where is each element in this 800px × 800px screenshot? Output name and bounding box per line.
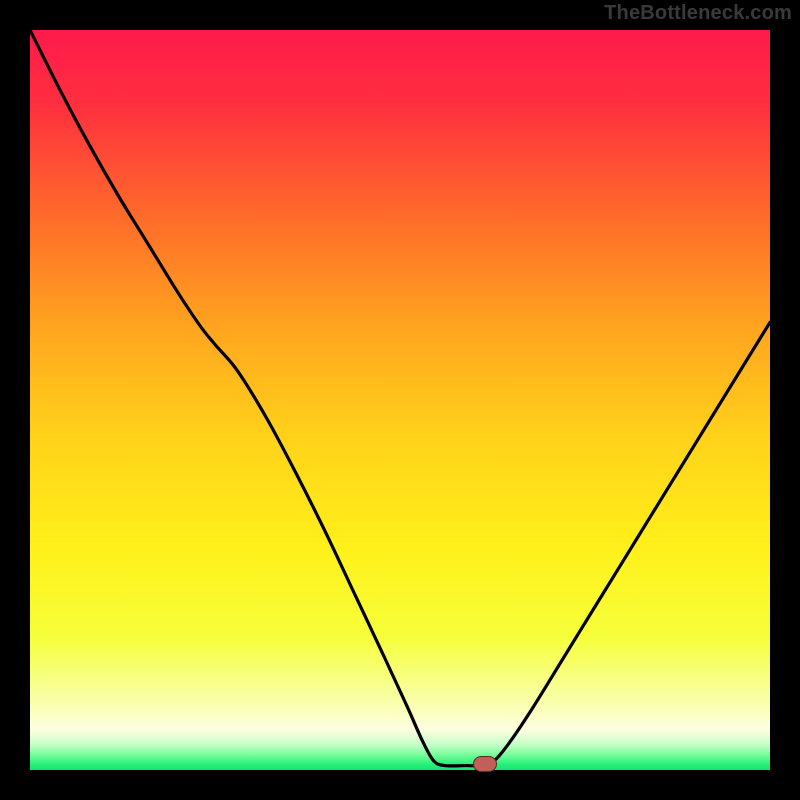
- chart-frame: { "meta": { "watermark_text": "TheBottle…: [0, 0, 800, 800]
- curve-svg: [30, 30, 770, 770]
- plot-area: [30, 30, 770, 770]
- bottleneck-curve: [30, 30, 770, 766]
- watermark-text: TheBottleneck.com: [604, 2, 792, 25]
- optimum-marker: [473, 756, 497, 772]
